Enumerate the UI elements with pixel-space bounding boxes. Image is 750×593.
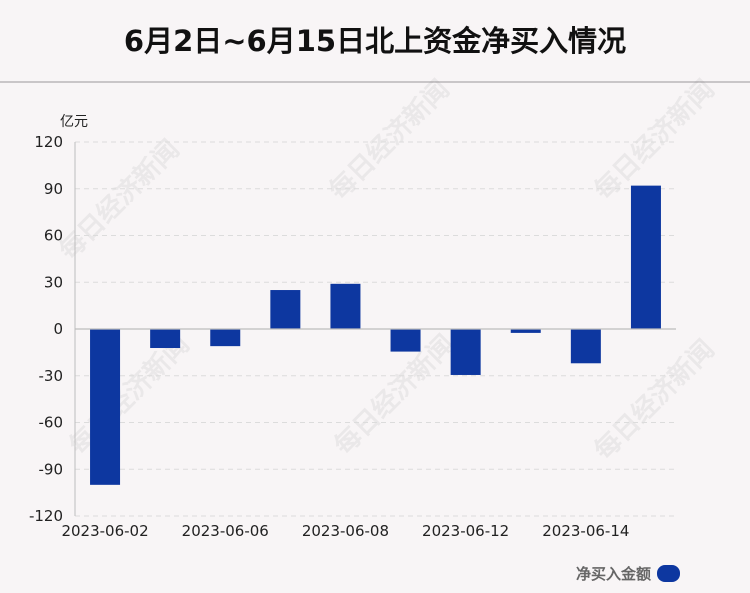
legend-label: 净买入金额	[576, 565, 652, 583]
y-tick-label: -120	[29, 507, 63, 525]
bar	[150, 329, 181, 349]
y-tick-label: 30	[44, 273, 63, 291]
bar	[510, 329, 541, 333]
bar	[90, 329, 121, 485]
bar	[570, 329, 601, 364]
bar	[330, 283, 361, 329]
title-divider	[0, 81, 750, 83]
y-axis-unit-label: 亿元	[60, 114, 88, 130]
chart-title: 6月2日~6月15日北上资金净买入情况	[123, 24, 627, 58]
y-tick-label: 60	[44, 227, 63, 245]
bar	[630, 185, 661, 329]
legend: 净买入金额	[576, 563, 681, 584]
x-tick-label: 2023-06-12	[422, 522, 509, 540]
bar	[210, 329, 241, 347]
bar	[450, 329, 481, 375]
y-tick-label: -60	[39, 414, 64, 432]
y-tick-label: -90	[39, 460, 64, 478]
y-tick-label: 90	[44, 180, 63, 198]
x-tick-label: 2023-06-02	[61, 522, 148, 540]
x-tick-label: 2023-06-08	[302, 522, 389, 540]
legend-swatch	[657, 565, 681, 582]
bar	[270, 290, 301, 329]
x-tick-label: 2023-06-14	[542, 522, 629, 540]
x-tick-label: 2023-06-06	[182, 522, 269, 540]
y-tick-label: 120	[34, 133, 63, 151]
bar	[390, 329, 421, 352]
y-tick-label: 0	[53, 320, 63, 338]
y-tick-label: -30	[39, 367, 64, 385]
